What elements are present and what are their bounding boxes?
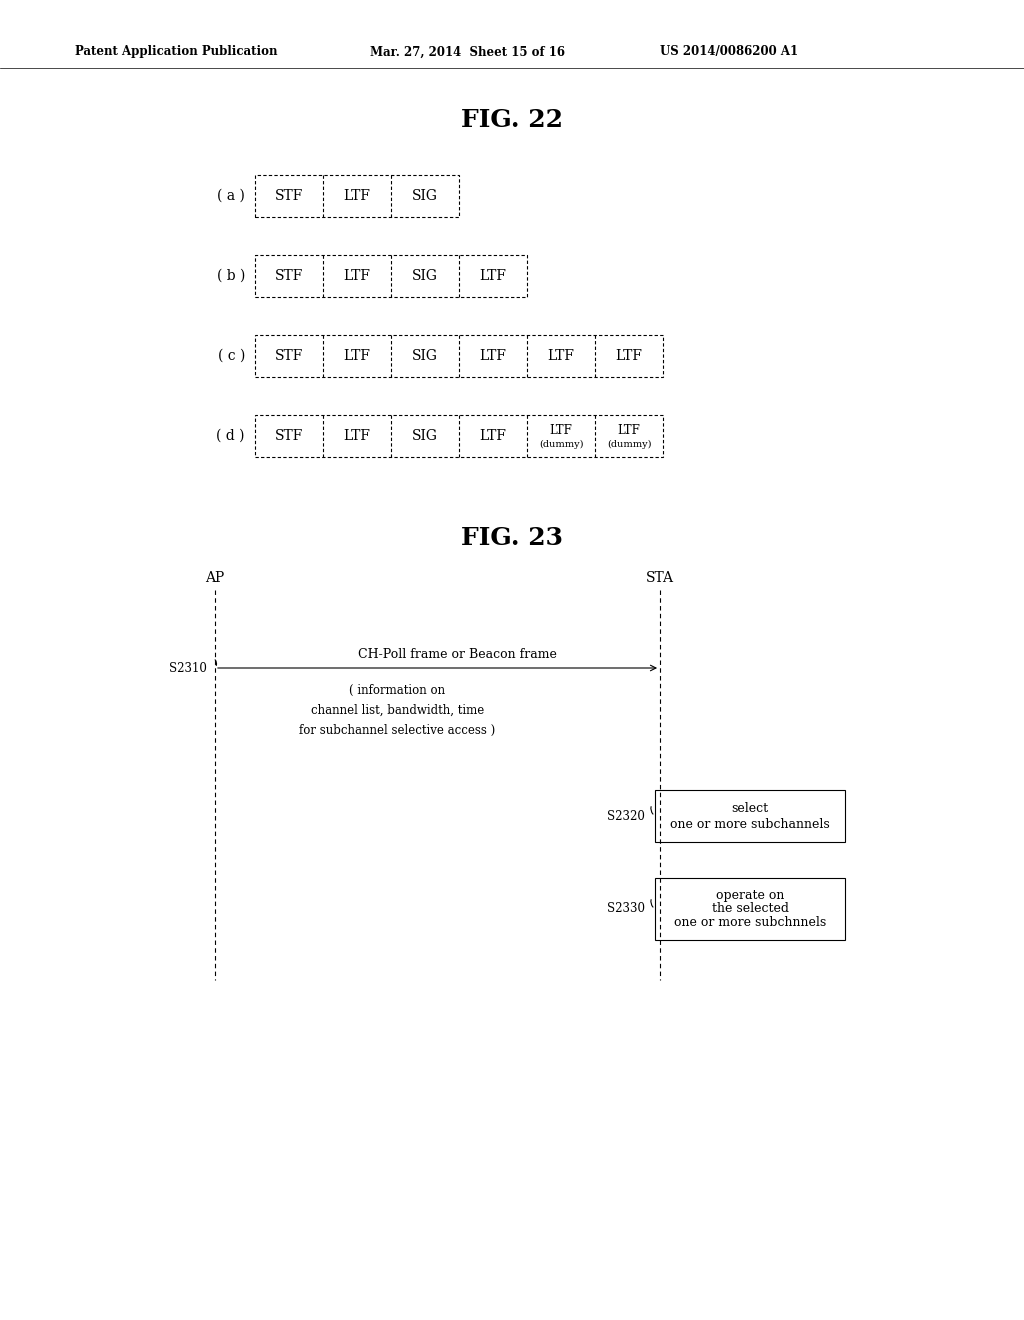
- Text: (dummy): (dummy): [607, 440, 651, 449]
- Text: ( c ): ( c ): [218, 348, 245, 363]
- Bar: [655, 789, 845, 842]
- Text: STF: STF: [274, 348, 303, 363]
- Text: ( b ): ( b ): [217, 269, 245, 282]
- Text: Mar. 27, 2014  Sheet 15 of 16: Mar. 27, 2014 Sheet 15 of 16: [370, 45, 565, 58]
- Text: S2330: S2330: [607, 903, 645, 916]
- Text: one or more subchannels: one or more subchannels: [670, 817, 829, 830]
- Bar: [655, 878, 845, 940]
- Text: operate on: operate on: [716, 888, 784, 902]
- Text: STF: STF: [274, 269, 303, 282]
- Bar: [255, 335, 663, 378]
- Text: LTF: LTF: [343, 429, 371, 444]
- Text: FIG. 22: FIG. 22: [461, 108, 563, 132]
- Text: one or more subchnnels: one or more subchnnels: [674, 916, 826, 929]
- Text: for subchannel selective access ): for subchannel selective access ): [299, 723, 496, 737]
- Bar: [255, 414, 663, 457]
- Text: ( a ): ( a ): [217, 189, 245, 203]
- Text: ( d ): ( d ): [216, 429, 245, 444]
- Text: SIG: SIG: [412, 269, 438, 282]
- Text: LTF: LTF: [615, 348, 642, 363]
- Text: select: select: [731, 801, 769, 814]
- Text: LTF: LTF: [343, 189, 371, 203]
- Bar: [255, 255, 527, 297]
- Text: LTF: LTF: [479, 348, 507, 363]
- Text: ( information on: ( information on: [349, 684, 445, 697]
- Text: LTF: LTF: [343, 348, 371, 363]
- Text: LTF: LTF: [479, 429, 507, 444]
- Text: AP: AP: [206, 572, 224, 585]
- Text: the selected: the selected: [712, 903, 788, 916]
- Text: LTF: LTF: [548, 348, 574, 363]
- Text: S2320: S2320: [607, 809, 645, 822]
- Text: SIG: SIG: [412, 348, 438, 363]
- Text: FIG. 23: FIG. 23: [461, 525, 563, 550]
- Bar: [255, 176, 459, 216]
- Text: STF: STF: [274, 429, 303, 444]
- Text: Patent Application Publication: Patent Application Publication: [75, 45, 278, 58]
- Text: S2310: S2310: [169, 661, 207, 675]
- Text: LTF: LTF: [479, 269, 507, 282]
- Text: (dummy): (dummy): [539, 440, 584, 449]
- Text: SIG: SIG: [412, 189, 438, 203]
- Text: STA: STA: [646, 572, 674, 585]
- Text: US 2014/0086200 A1: US 2014/0086200 A1: [660, 45, 798, 58]
- Text: STF: STF: [274, 189, 303, 203]
- Text: LTF: LTF: [617, 424, 640, 437]
- Text: CH-Poll frame or Beacon frame: CH-Poll frame or Beacon frame: [358, 648, 557, 661]
- Text: SIG: SIG: [412, 429, 438, 444]
- Text: channel list, bandwidth, time: channel list, bandwidth, time: [311, 704, 484, 717]
- Text: LTF: LTF: [550, 424, 572, 437]
- Text: LTF: LTF: [343, 269, 371, 282]
